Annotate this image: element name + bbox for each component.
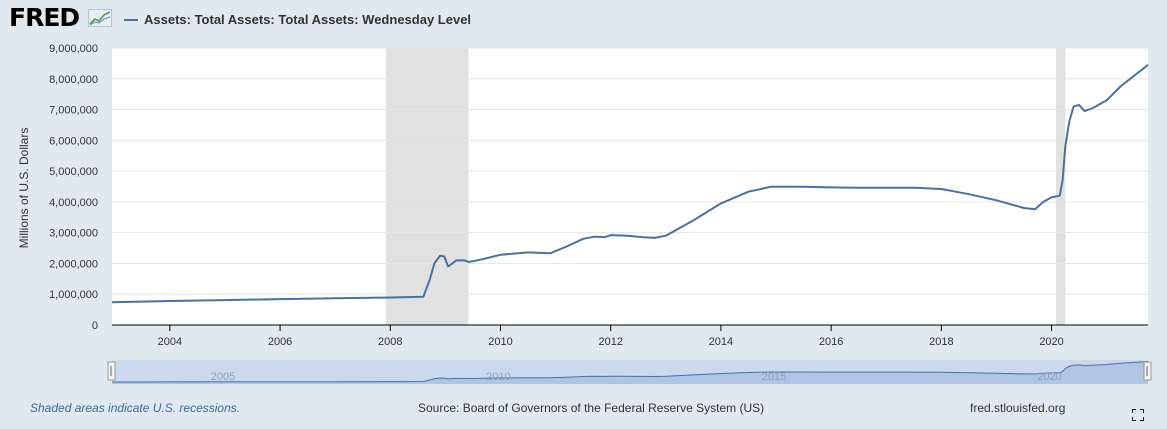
x-tick-label: 2016 bbox=[819, 336, 843, 348]
navigator-series-layer bbox=[112, 361, 1149, 384]
plot-background bbox=[112, 48, 1148, 325]
legend-series-swatch bbox=[124, 19, 138, 21]
y-tick-label: 1,000,000 bbox=[49, 289, 98, 301]
grid-layer bbox=[112, 47, 1148, 295]
y-tick-label: 9,000,000 bbox=[49, 43, 98, 55]
y-tick-label: 2,000,000 bbox=[49, 258, 98, 270]
x-tick-label: 2004 bbox=[158, 336, 182, 348]
series-layer bbox=[111, 64, 1149, 304]
recession-note: Shaded areas indicate U.S. recessions. bbox=[30, 401, 241, 415]
y-tick-layer: 0 1,000,000 2,000,000 3,000,000 4,000,000 5,0… bbox=[49, 43, 98, 332]
navigator-label: 2005 bbox=[211, 371, 235, 383]
x-tick-label: 2006 bbox=[268, 336, 292, 348]
x-tick-layer: 2004 2006 2008 2010 2012 2014 2016 2018 2020 bbox=[158, 325, 1064, 348]
navigator-label: 2010 bbox=[486, 371, 510, 383]
x-tick-label: 2018 bbox=[929, 336, 953, 348]
fred-logo[interactable]: FRED bbox=[9, 3, 80, 32]
y-tick-label: 4,000,000 bbox=[49, 197, 98, 209]
y-tick-label: 0 bbox=[92, 320, 98, 332]
y-axis-title: Millions of U.S. Dollars bbox=[17, 128, 31, 249]
fred-logo-graph-icon bbox=[88, 9, 112, 27]
navigator-label: 2015 bbox=[762, 371, 786, 383]
source-text: Source: Board of Governors of the Federa… bbox=[418, 401, 765, 415]
navigator-label-layer: 2005 2010 2015 2020 bbox=[211, 371, 1062, 383]
x-tick-label: 2012 bbox=[598, 336, 622, 348]
recession-band-0 bbox=[385, 48, 469, 325]
x-tick-label: 2020 bbox=[1039, 336, 1063, 348]
y-tick-label: 3,000,000 bbox=[49, 228, 98, 240]
y-tick-label: 6,000,000 bbox=[49, 135, 98, 147]
navigator-label: 2020 bbox=[1037, 371, 1061, 383]
navigator-line-0 bbox=[112, 361, 1149, 383]
x-tick-label: 2014 bbox=[709, 336, 733, 348]
fred-url-link[interactable]: fred.stlouisfed.org bbox=[970, 401, 1066, 415]
fullscreen-icon[interactable] bbox=[1132, 409, 1144, 421]
x-tick-label: 2010 bbox=[488, 336, 512, 348]
y-tick-label: 8,000,000 bbox=[49, 74, 98, 86]
chart-header: FRED Assets: Total Assets: Total Assets:… bbox=[0, 0, 1167, 40]
series-line-0[interactable] bbox=[111, 64, 1149, 304]
y-tick-label: 5,000,000 bbox=[49, 166, 98, 178]
navigator-area-0 bbox=[112, 361, 1148, 384]
legend-series-label: Assets: Total Assets: Total Assets: Wedn… bbox=[144, 12, 472, 27]
y-tick-label: 7,000,000 bbox=[49, 105, 98, 117]
x-tick-label: 2008 bbox=[378, 336, 402, 348]
range-navigator[interactable]: 2005 2010 2015 2020 bbox=[107, 360, 1152, 384]
